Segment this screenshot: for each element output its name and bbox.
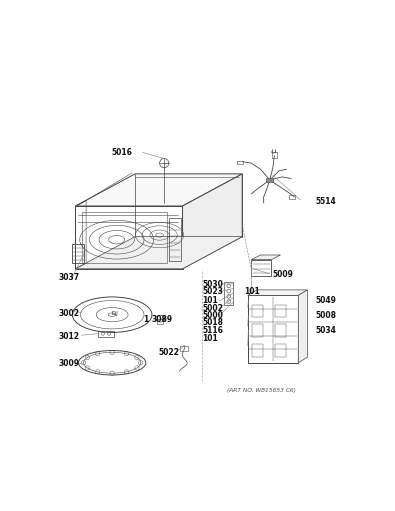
Bar (237, 161, 243, 164)
Text: (ART NO. WB15653 C6): (ART NO. WB15653 C6) (227, 388, 296, 393)
Text: 5009: 5009 (273, 270, 294, 280)
Text: 5000: 5000 (202, 311, 223, 320)
Text: 5018: 5018 (202, 318, 224, 328)
Text: 3009: 3009 (58, 359, 79, 368)
Polygon shape (182, 174, 242, 269)
Bar (252, 305, 263, 317)
Polygon shape (75, 174, 242, 206)
Text: 3002: 3002 (58, 309, 79, 318)
Text: 101: 101 (202, 296, 218, 306)
Bar (275, 344, 286, 357)
Polygon shape (248, 290, 307, 295)
Text: D.J: D.J (112, 311, 118, 316)
Bar (289, 195, 295, 199)
Bar (275, 305, 286, 317)
Text: 5034: 5034 (316, 326, 337, 335)
Bar (98, 331, 114, 337)
Text: 5049: 5049 (316, 296, 337, 306)
Polygon shape (298, 290, 307, 363)
Bar (252, 324, 263, 337)
Text: 3012: 3012 (58, 332, 79, 341)
Text: 5514: 5514 (316, 197, 337, 206)
Bar (252, 344, 263, 357)
Text: 3037: 3037 (58, 273, 80, 283)
Text: 5030: 5030 (202, 280, 223, 289)
Bar (157, 319, 163, 324)
Bar (272, 152, 276, 158)
Polygon shape (252, 255, 280, 260)
Bar (275, 324, 286, 337)
Polygon shape (75, 237, 242, 269)
Text: 1: 1 (143, 315, 148, 324)
Bar (181, 346, 188, 352)
Text: 5116: 5116 (202, 326, 223, 335)
Text: 5016: 5016 (111, 148, 132, 157)
Text: 101: 101 (244, 287, 260, 296)
Text: 101: 101 (202, 334, 218, 343)
Bar (266, 177, 273, 182)
Text: 5008: 5008 (316, 311, 337, 320)
Text: 5002: 5002 (202, 304, 223, 313)
Text: 3089: 3089 (152, 315, 173, 324)
Text: 5022: 5022 (158, 348, 179, 357)
Text: 5023: 5023 (202, 287, 223, 296)
